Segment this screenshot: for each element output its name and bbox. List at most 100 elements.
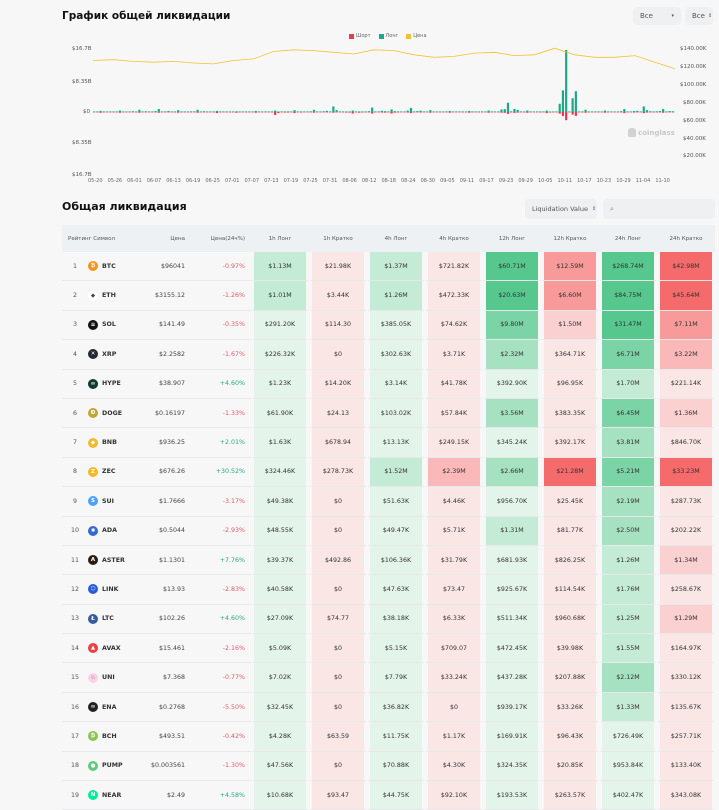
table-row[interactable]: 18 ●PUMP $0.003561 -1.30%$47.56K$0$70.88… xyxy=(62,752,715,781)
exchange-select[interactable]: Все▾ xyxy=(633,7,681,25)
12h-long-value: $437.28K xyxy=(483,663,541,692)
symbol[interactable]: ●PUMP xyxy=(88,752,129,781)
4h-short-value: $472.33K xyxy=(425,281,483,310)
24h-short-value: $330.12K xyxy=(657,663,715,692)
symbol[interactable]: ♘UNI xyxy=(88,663,129,692)
1h-long-value: $47.56K xyxy=(251,752,309,781)
y2-tick: $20.00K xyxy=(683,153,706,159)
rank: 9 xyxy=(62,487,88,516)
search-input[interactable]: ⌕ xyxy=(603,199,715,219)
rank: 11 xyxy=(62,546,88,575)
table-row[interactable]: 15 ♘UNI $7.368 -0.77%$7.02K$0$7.79K$33.2… xyxy=(62,663,715,692)
12h-short-value: $81.77K xyxy=(541,517,599,546)
1h-long-value: $61.90K xyxy=(251,399,309,428)
legend-item[interactable]: Лонг xyxy=(379,33,399,39)
price-change: -2.93% xyxy=(191,517,251,546)
12h-long-value: $3.56M xyxy=(483,399,541,428)
header-1h-long[interactable]: 1h Лонг xyxy=(251,225,309,252)
price: $2.49 xyxy=(129,781,191,810)
coin-aster-icon: A xyxy=(88,555,98,565)
header-4h-short[interactable]: 4h Кратко xyxy=(425,225,483,252)
symbol[interactable]: ▲AVAX xyxy=(88,634,129,663)
rank: 17 xyxy=(62,722,88,751)
symbol[interactable]: ⬡LINK xyxy=(88,575,129,604)
coin-select-value: Все xyxy=(692,12,705,20)
12h-short-value: $392.17K xyxy=(541,428,599,457)
12h-long-value: $681.93K xyxy=(483,546,541,575)
table-row[interactable]: 2 ◆ETH $3155.12 -1.26%$1.01M$3.44K$1.26M… xyxy=(62,281,715,310)
header-24h-long[interactable]: 24h Лонг xyxy=(599,225,657,252)
table-row[interactable]: 10 ✺ADA $0.5044 -2.93%$48.55K$0$49.47K$5… xyxy=(62,517,715,546)
24h-long-value: $6.45M xyxy=(599,399,657,428)
coin-eth-icon: ◆ xyxy=(88,291,98,301)
table-row[interactable]: 1 ₿BTC $96041 -0.97%$1.13M$21.98K$1.37M$… xyxy=(62,252,715,281)
12h-long-value: $472.45K xyxy=(483,634,541,663)
price-change: -0.97% xyxy=(191,252,251,281)
symbol[interactable]: ∞HYPE xyxy=(88,370,129,399)
1h-short-value: $93.47 xyxy=(309,781,367,810)
24h-long-value: $268.74M xyxy=(599,252,657,281)
header-1h-short[interactable]: 1h Кратко xyxy=(309,225,367,252)
12h-short-value: $364.71K xyxy=(541,340,599,369)
x-tick: 06-07 xyxy=(147,178,162,184)
price: $936.25 xyxy=(129,428,191,457)
y2-tick: $100.00K xyxy=(680,82,706,88)
symbol[interactable]: ◆ETH xyxy=(88,281,129,310)
price-change: +30.52% xyxy=(191,458,251,487)
table-row[interactable]: 12 ⬡LINK $13.93 -2.83%$40.58K$0$47.63K$7… xyxy=(62,575,715,604)
1h-long-value: $49.38K xyxy=(251,487,309,516)
4h-long-value: $385.05K xyxy=(367,311,425,340)
table-row[interactable]: 4 ✕XRP $2.2582 -1.67%$226.32K$0$302.63K$… xyxy=(62,340,715,369)
symbol[interactable]: ✕XRP xyxy=(88,340,129,369)
x-tick: 09-05 xyxy=(440,178,455,184)
header-4h-long[interactable]: 4h Лонг xyxy=(367,225,425,252)
symbol[interactable]: ✺ADA xyxy=(88,517,129,546)
symbol[interactable]: ∞ENA xyxy=(88,693,129,722)
24h-short-value: $3.22M xyxy=(657,340,715,369)
1h-short-value: $0 xyxy=(309,575,367,604)
price-change: +7.76% xyxy=(191,546,251,575)
liquidation-chart[interactable] xyxy=(93,42,675,174)
header-12h-long[interactable]: 12h Лонг xyxy=(483,225,541,252)
header-price[interactable]: Цена xyxy=(129,225,191,252)
sort-select[interactable]: Liquidation Value⇕ xyxy=(525,199,597,219)
1h-short-value: $0 xyxy=(309,663,367,692)
legend-item[interactable]: Цена xyxy=(406,33,426,39)
legend-item[interactable]: Шорт xyxy=(349,33,371,39)
table-row[interactable]: 14 ▲AVAX $15.461 -2.16%$5.09K$0$5.15K$70… xyxy=(62,634,715,663)
x-tick: 09-29 xyxy=(518,178,533,184)
x-tick: 08-06 xyxy=(342,178,357,184)
4h-short-value: $709.07 xyxy=(425,634,483,663)
header-change[interactable]: Цена(24ч%) xyxy=(191,225,251,252)
12h-short-value: $114.54K xyxy=(541,575,599,604)
symbol[interactable]: ₿BCH xyxy=(88,722,129,751)
coin-pump-icon: ● xyxy=(88,761,98,771)
table-row[interactable]: 7 ◆BNB $936.25 +2.01%$1.63K$678.94$13.13… xyxy=(62,428,715,457)
table-row[interactable]: 5 ∞HYPE $38.907 +4.60%$1.23K$14.20K$3.14… xyxy=(62,370,715,399)
4h-short-value: $31.79K xyxy=(425,546,483,575)
rank: 3 xyxy=(62,311,88,340)
table-row[interactable]: 17 ₿BCH $493.51 -0.42%$4.28K$63.59$11.75… xyxy=(62,722,715,751)
header-24h-short[interactable]: 24h Кратко xyxy=(657,225,715,252)
coin-select[interactable]: Все⇕ xyxy=(685,7,713,25)
header-12h-short[interactable]: 12h Кратко xyxy=(541,225,599,252)
table-row[interactable]: 3 ≡SOL $141.49 -0.35%$291.20K$114.30$385… xyxy=(62,311,715,340)
table-row[interactable]: 16 ∞ENA $0.2768 -5.50%$32.45K$0$36.82K$0… xyxy=(62,693,715,722)
symbol[interactable]: ≡SOL xyxy=(88,311,129,340)
symbol[interactable]: ₿BTC xyxy=(88,252,129,281)
header-rank-symbol[interactable]: Рейтинг Символ xyxy=(62,225,129,252)
symbol[interactable]: ◆BNB xyxy=(88,428,129,457)
price: $0.2768 xyxy=(129,693,191,722)
